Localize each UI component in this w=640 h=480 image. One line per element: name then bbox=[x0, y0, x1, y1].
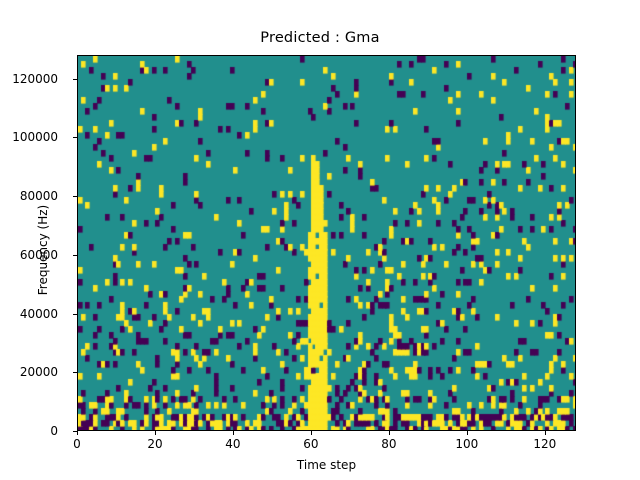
y-tick-label: 60000 bbox=[19, 247, 58, 262]
chart-title: Predicted : Gma bbox=[260, 30, 380, 46]
y-tick-mark bbox=[73, 314, 77, 315]
y-tick-mark bbox=[73, 137, 77, 138]
x-tick-label: 0 bbox=[73, 437, 81, 451]
heatmap-axes bbox=[77, 55, 576, 431]
x-tick-label: 80 bbox=[381, 437, 397, 451]
y-tick-mark bbox=[73, 372, 77, 373]
x-tick-mark bbox=[233, 431, 234, 435]
x-tick-mark bbox=[311, 431, 312, 435]
x-axis-label: Time step bbox=[296, 458, 357, 472]
x-tick-mark bbox=[545, 431, 546, 435]
y-tick-mark bbox=[73, 255, 77, 256]
x-tick-label: 100 bbox=[455, 437, 479, 451]
y-tick-label: 40000 bbox=[19, 306, 58, 321]
y-tick-label: 80000 bbox=[19, 189, 58, 203]
y-tick-mark bbox=[73, 79, 77, 80]
y-tick-mark bbox=[73, 196, 77, 197]
y-tick-label: 20000 bbox=[19, 365, 58, 380]
y-tick-label: 100000 bbox=[12, 130, 58, 145]
y-tick-mark bbox=[73, 431, 77, 432]
x-tick-mark bbox=[155, 431, 156, 435]
y-tick-label: 0 bbox=[50, 424, 58, 438]
y-axis-label: Frequency (Hz) bbox=[36, 204, 50, 296]
x-tick-mark bbox=[467, 431, 468, 435]
x-tick-mark bbox=[77, 431, 78, 435]
x-tick-label: 60 bbox=[303, 437, 319, 451]
x-tick-label: 40 bbox=[225, 437, 241, 451]
x-tick-label: 20 bbox=[147, 437, 163, 451]
x-tick-label: 120 bbox=[533, 437, 557, 451]
heatmap-image bbox=[78, 56, 575, 430]
x-tick-mark bbox=[389, 431, 390, 435]
y-tick-label: 120000 bbox=[12, 71, 58, 86]
